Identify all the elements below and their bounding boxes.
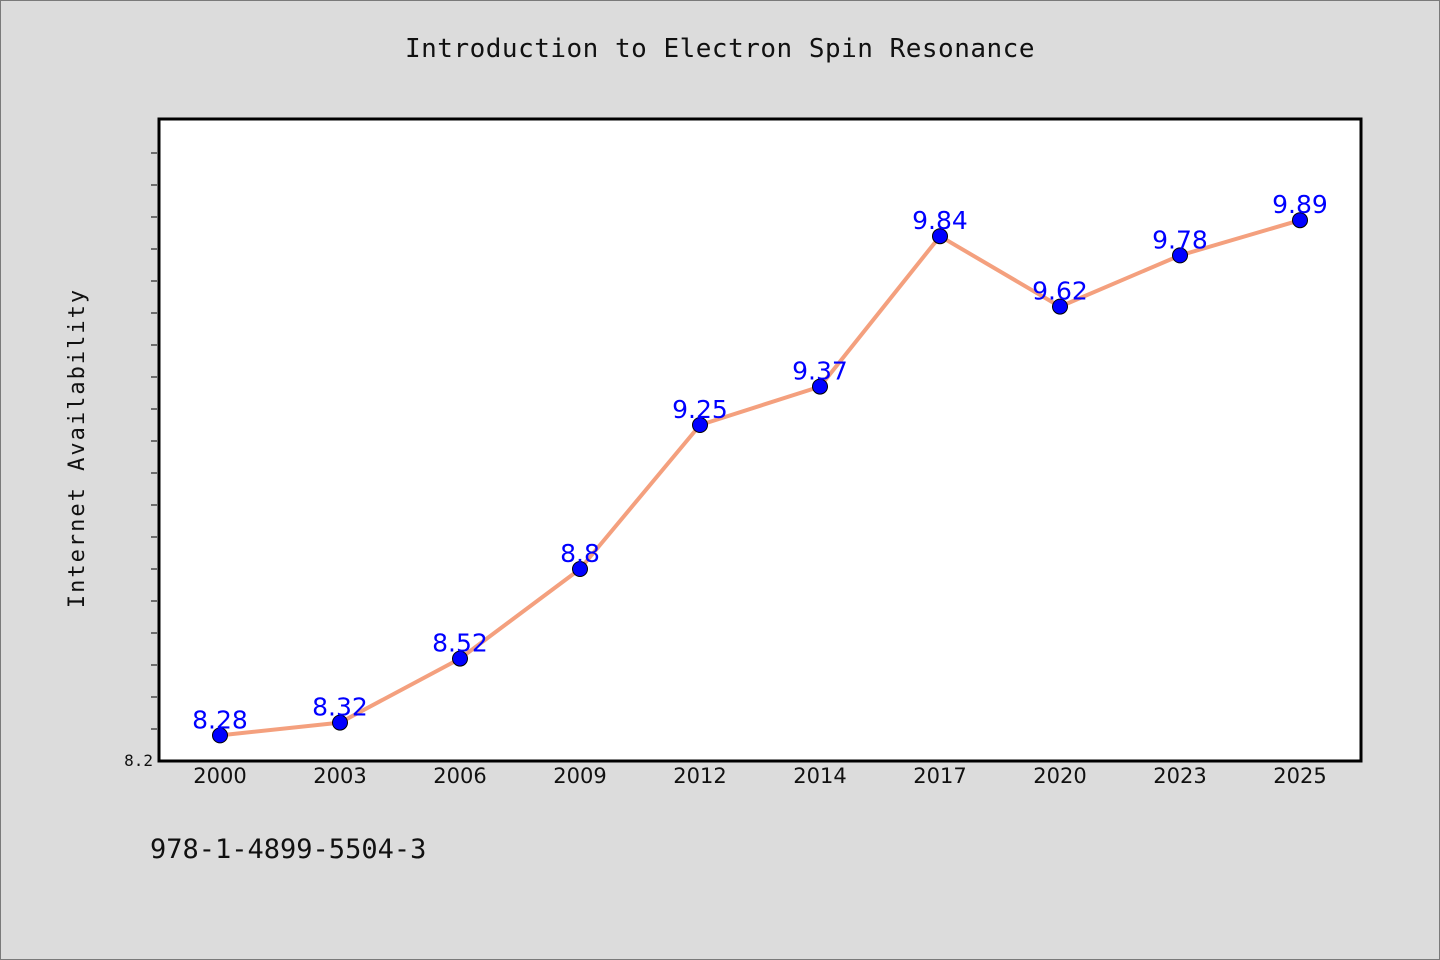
plot-area xyxy=(157,117,1363,763)
data-label: 9.37 xyxy=(792,357,848,386)
data-label: 8.52 xyxy=(432,629,488,658)
data-label: 9.78 xyxy=(1152,225,1208,254)
data-point xyxy=(452,650,468,667)
x-axis-tick-labels: 2000 2003 2006 2009 2012 2014 2017 2020 2023 2025 xyxy=(193,764,1326,788)
x-tick-label: 2025 xyxy=(1273,764,1326,788)
x-tick-label: 2017 xyxy=(913,764,966,788)
data-point xyxy=(1292,212,1308,229)
data-point xyxy=(212,727,228,744)
data-point xyxy=(1052,298,1068,315)
series-group: 8.28 8.32 8.52 8.8 9.25 9.37 9.84 9.62 9.78 9.89 xyxy=(192,190,1328,744)
data-point xyxy=(1172,247,1188,264)
chart-title: Introduction to Electron Spin Resonance xyxy=(405,34,1035,64)
x-tick-label: 2000 xyxy=(193,764,246,788)
data-point xyxy=(932,228,948,245)
x-tick-label: 2014 xyxy=(793,764,846,788)
data-label: 8.8 xyxy=(560,539,600,568)
y-axis-ticks xyxy=(151,152,157,730)
x-tick-label: 2006 xyxy=(433,764,486,788)
x-tick-label: 2012 xyxy=(673,764,726,788)
x-tick-label: 2020 xyxy=(1033,764,1086,788)
data-point xyxy=(332,714,348,731)
data-point xyxy=(812,378,828,395)
isbn-label: 978-1-4899-5504-3 xyxy=(150,834,427,865)
data-label: 9.84 xyxy=(912,206,968,235)
x-tick-label: 2003 xyxy=(313,764,366,788)
y-axis-label: Internet Availability xyxy=(65,288,90,608)
data-label: 9.25 xyxy=(672,395,728,424)
data-label: 8.28 xyxy=(192,705,248,734)
x-tick-label: 2023 xyxy=(1153,764,1206,788)
data-label: 8.32 xyxy=(312,693,368,722)
data-label: 9.89 xyxy=(1272,190,1328,219)
series-line xyxy=(219,218,1301,738)
x-tick-label: 2009 xyxy=(553,764,606,788)
data-label: 9.62 xyxy=(1032,277,1088,306)
data-point xyxy=(572,561,588,577)
data-point xyxy=(692,417,708,433)
y-tick-label: 8.2 xyxy=(124,751,153,770)
